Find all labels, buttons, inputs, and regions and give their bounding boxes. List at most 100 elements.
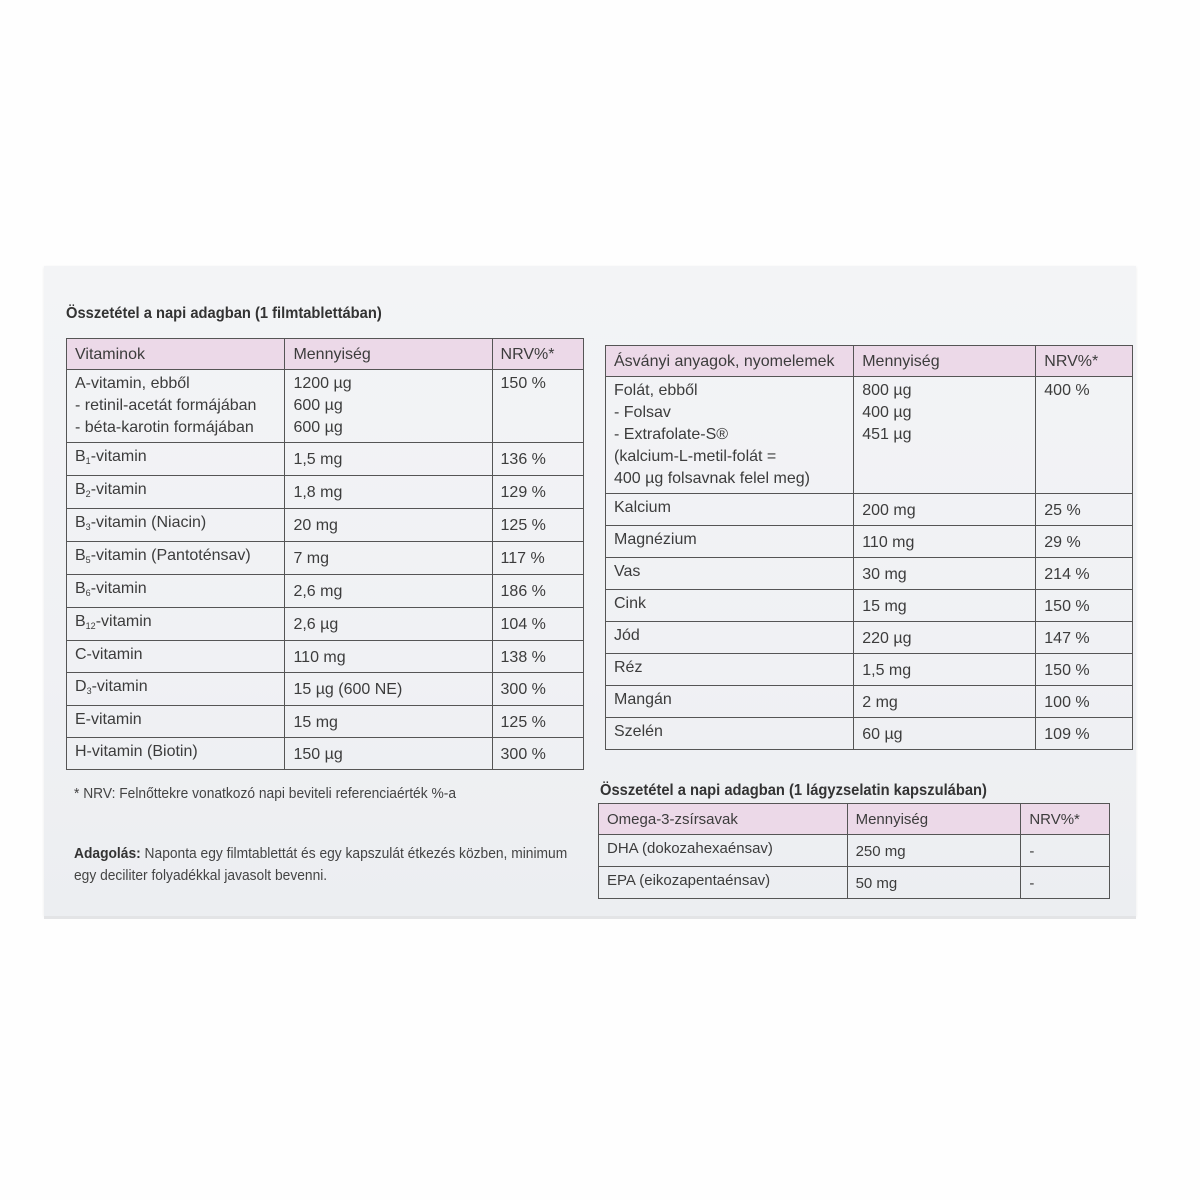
table-row: Szelén 60 µg 109 % bbox=[604, 717, 1133, 750]
nutrient-name-cell: B6-vitamin bbox=[65, 574, 286, 608]
minerals-table: Ásványi anyagok, nyomelemek Mennyiség NRV%… bbox=[604, 345, 1133, 750]
amount-value: 1200 µg bbox=[293, 375, 352, 392]
nutrient-name-cell: Szelén bbox=[604, 717, 855, 750]
amount-value: 7 mg bbox=[293, 550, 330, 567]
amount-value: 110 mg bbox=[293, 649, 346, 666]
amount-cell: 110 mg bbox=[853, 525, 1037, 558]
nutrient-name-suffix: -vitamin (Niacin) bbox=[90, 514, 207, 531]
amount-value: 451 µg bbox=[862, 426, 912, 443]
amount-value: 20 mg bbox=[293, 517, 338, 534]
nutrient-name: Vas bbox=[614, 563, 641, 580]
nutrient-name: D bbox=[75, 678, 87, 695]
nutrient-name-cell: EPA (eikozapentaénsav) bbox=[598, 866, 848, 899]
table-header-row: Ásványi anyagok, nyomelemek Mennyiség NRV%… bbox=[604, 345, 1133, 377]
nutrient-name-cell: Réz bbox=[604, 653, 855, 686]
amount-value: 1,5 mg bbox=[862, 662, 912, 679]
amount-value: 60 µg bbox=[862, 726, 903, 743]
nutrient-name-cell: B2-vitamin bbox=[65, 475, 286, 509]
nutrient-name: B bbox=[75, 613, 86, 630]
nutrient-name-cell: Jód bbox=[604, 621, 855, 654]
column-header: Mennyiség bbox=[284, 338, 493, 370]
amount-cell: 7 mg bbox=[284, 541, 493, 575]
dosage-text: Naponta egy filmtablettát és egy kapszul… bbox=[74, 845, 568, 884]
nutrient-name-cell: A-vitamin, ebből - retinil-acetát formájá… bbox=[65, 369, 286, 443]
nrv-cell: 104 % bbox=[491, 607, 585, 641]
amount-cell: 20 mg bbox=[284, 508, 493, 542]
nutrient-name-line: - retinil-acetát formájában bbox=[75, 397, 257, 414]
amount-value: 2,6 mg bbox=[293, 583, 343, 600]
nrv-cell: 138 % bbox=[491, 640, 585, 673]
table-row: EPA (eikozapentaénsav) 50 mg - bbox=[598, 866, 1110, 899]
nutrient-name-cell: Cink bbox=[604, 589, 855, 622]
nutrient-name: C-vitamin bbox=[75, 646, 143, 663]
nrv-cell: 109 % bbox=[1035, 717, 1133, 750]
nrv-cell: - bbox=[1020, 834, 1110, 867]
vitamins-table: Vitaminok Mennyiség NRV%* A-vitamin, ebből -… bbox=[65, 338, 585, 770]
column-header: NRV%* bbox=[491, 338, 585, 370]
table-header-row: Vitaminok Mennyiség NRV%* bbox=[65, 338, 585, 370]
nutrient-name-cell: C-vitamin bbox=[65, 640, 286, 673]
table-row: Magnézium 110 mg 29 % bbox=[604, 525, 1133, 558]
nutrient-name-suffix: -vitamin bbox=[91, 678, 148, 695]
nutrient-name: E-vitamin bbox=[75, 711, 142, 728]
table-row: B1-vitamin 1,5 mg 136 % bbox=[65, 442, 585, 476]
table-row: B3-vitamin (Niacin) 20 mg 125 % bbox=[65, 508, 585, 542]
table-row: Folát, ebből - Folsav - Extrafolate-S® (kal… bbox=[604, 376, 1133, 494]
table-row: C-vitamin 110 mg 138 % bbox=[65, 640, 585, 673]
nrv-cell: 129 % bbox=[491, 475, 585, 509]
nutrient-name-cell: DHA (dokozahexaénsav) bbox=[598, 834, 848, 867]
dosage-instructions: Adagolás: Naponta egy filmtablettát és e… bbox=[74, 843, 589, 887]
nrv-cell: 100 % bbox=[1035, 685, 1133, 718]
nrv-cell: 214 % bbox=[1035, 557, 1133, 590]
nrv-cell: 400 % bbox=[1035, 376, 1133, 494]
table-row: DHA (dokozahexaénsav) 250 mg - bbox=[598, 834, 1110, 867]
nrv-cell: - bbox=[1020, 866, 1110, 899]
amount-value: 110 mg bbox=[862, 534, 915, 551]
nutrient-name-suffix: -vitamin bbox=[90, 481, 147, 498]
tablet-section-title: Összetétel a napi adagban (1 filmtablett… bbox=[66, 305, 382, 322]
nrv-cell: 125 % bbox=[491, 705, 585, 738]
amount-cell: 200 mg bbox=[853, 493, 1037, 526]
table-header-row: Omega-3-zsírsavak Mennyiség NRV%* bbox=[598, 803, 1110, 835]
nutrient-subscript: 12 bbox=[85, 621, 96, 631]
amount-cell: 220 µg bbox=[853, 621, 1037, 654]
table-row: B12-vitamin 2,6 µg 104 % bbox=[65, 607, 585, 641]
amount-value: 50 mg bbox=[855, 875, 898, 892]
nrv-cell: 25 % bbox=[1035, 493, 1133, 526]
amount-value: 30 mg bbox=[862, 566, 907, 583]
table-row: Mangán 2 mg 100 % bbox=[604, 685, 1133, 718]
nutrient-name: Jód bbox=[614, 627, 640, 644]
nutrient-name-cell: B1-vitamin bbox=[65, 442, 286, 476]
amount-cell: 1,5 mg bbox=[853, 653, 1037, 686]
nrv-cell: 150 % bbox=[491, 369, 585, 443]
nrv-cell: 136 % bbox=[491, 442, 585, 476]
nutrient-name: Mangán bbox=[614, 691, 672, 708]
amount-cell: 30 mg bbox=[853, 557, 1037, 590]
nrv-cell: 150 % bbox=[1035, 589, 1133, 622]
nutrient-name-cell: Folát, ebből - Folsav - Extrafolate-S® (kal… bbox=[604, 376, 855, 494]
nutrient-name: B bbox=[75, 514, 86, 531]
nutrient-name-line: (kalcium-L-metil-folát = bbox=[614, 448, 777, 465]
amount-cell: 2 mg bbox=[853, 685, 1037, 718]
amount-value: 15 mg bbox=[293, 714, 338, 731]
amount-cell: 1200 µg 600 µg 600 µg bbox=[284, 369, 493, 443]
table-row: Kalcium 200 mg 25 % bbox=[604, 493, 1133, 526]
nutrient-subscript: 5 bbox=[85, 555, 91, 565]
nutrient-subscript: 3 bbox=[85, 522, 91, 532]
nrv-cell: 150 % bbox=[1035, 653, 1133, 686]
capsule-section-title: Összetétel a napi adagban (1 lágyzselati… bbox=[600, 782, 987, 799]
amount-cell: 60 µg bbox=[853, 717, 1037, 750]
omega-table: Omega-3-zsírsavak Mennyiség NRV%* DHA (doko… bbox=[598, 803, 1110, 899]
nrv-cell: 186 % bbox=[491, 574, 585, 608]
nutrient-name: B bbox=[75, 481, 86, 498]
amount-cell: 2,6 mg bbox=[284, 574, 493, 608]
amount-value: 15 mg bbox=[862, 598, 907, 615]
nutrient-name: B bbox=[75, 547, 86, 564]
nutrient-subscript: 2 bbox=[85, 489, 91, 499]
amount-cell: 150 µg bbox=[284, 737, 493, 770]
nrv-cell: 125 % bbox=[491, 508, 585, 542]
amount-value: 15 µg (600 NE) bbox=[293, 681, 403, 698]
nutrient-name: Magnézium bbox=[614, 531, 697, 548]
nutrient-subscript: 3 bbox=[86, 686, 92, 696]
amount-value: 2,6 µg bbox=[293, 616, 339, 633]
